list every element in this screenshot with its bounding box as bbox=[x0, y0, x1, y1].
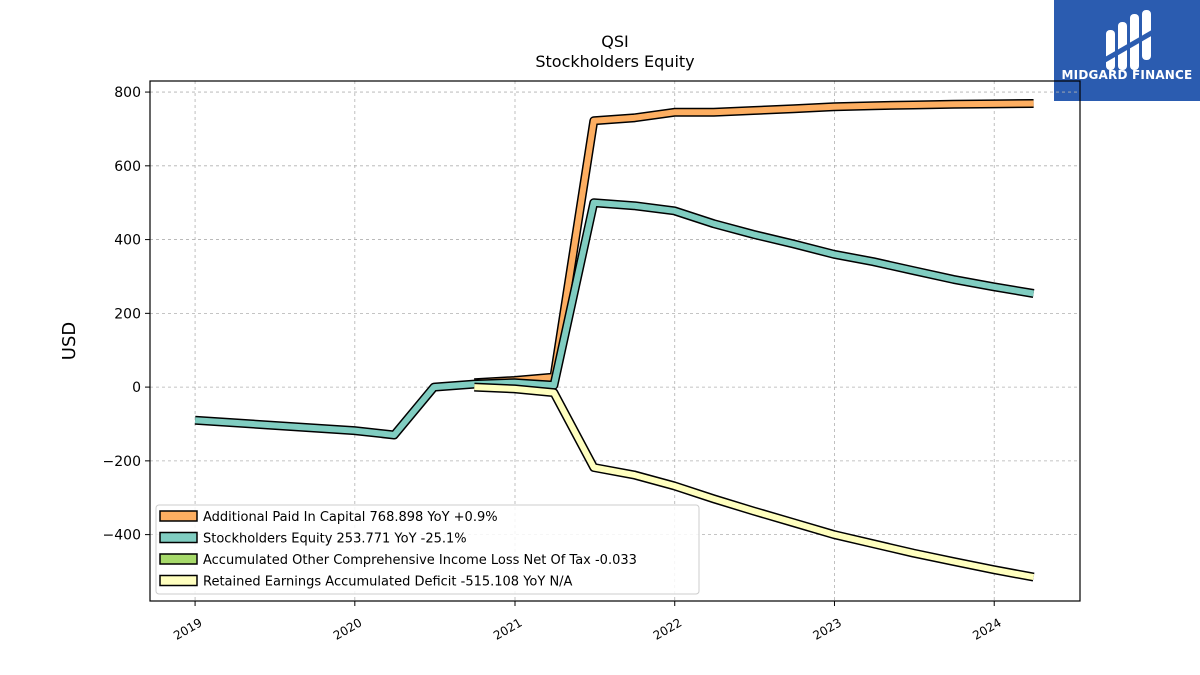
x-tick-label: 2024 bbox=[970, 615, 1003, 642]
y-tick-label: 800 bbox=[114, 85, 141, 101]
y-tick-label: −200 bbox=[103, 454, 141, 470]
x-axis: 2019 2020 2021 2022 2023 2024 bbox=[171, 601, 1004, 643]
legend-label: Stockholders Equity 253.771 YoY -25.1% bbox=[203, 532, 467, 547]
legend-label: Accumulated Other Comprehensive Income L… bbox=[203, 553, 637, 568]
midgard-logo-icon bbox=[1102, 10, 1154, 70]
legend-swatch bbox=[159, 531, 198, 544]
grid bbox=[150, 81, 1080, 601]
series-line bbox=[474, 384, 1035, 581]
legend-label: Additional Paid In Capital 768.898 YoY +… bbox=[203, 510, 498, 525]
y-tick-label: 600 bbox=[114, 159, 141, 175]
y-axis-label: USD bbox=[59, 322, 80, 360]
legend-swatch bbox=[159, 510, 198, 522]
chart-title-main: QSI bbox=[601, 32, 629, 51]
brand-name: MIDGARD FINANCE bbox=[1061, 68, 1193, 82]
y-tick-label: −400 bbox=[103, 528, 141, 544]
x-tick-label: 2019 bbox=[171, 615, 204, 642]
y-tick-label: 200 bbox=[114, 306, 141, 322]
x-tick-label: 2021 bbox=[491, 615, 524, 642]
legend: Additional Paid In Capital 768.898 YoY +… bbox=[155, 504, 700, 595]
legend-swatch bbox=[159, 574, 198, 587]
x-tick-label: 2020 bbox=[331, 615, 364, 642]
x-tick-label: 2022 bbox=[651, 615, 684, 642]
series-line bbox=[194, 199, 1035, 438]
brand-logo: MIDGARD FINANCE bbox=[1054, 0, 1200, 101]
series-outline bbox=[194, 198, 1035, 440]
legend-label: Retained Earnings Accumulated Deficit -5… bbox=[203, 575, 573, 590]
legend-swatch bbox=[159, 553, 198, 565]
chart-subtitle: Stockholders Equity bbox=[535, 52, 695, 71]
series-line bbox=[474, 100, 1034, 386]
series-lines bbox=[194, 99, 1035, 582]
chart-title: QSI Stockholders Equity bbox=[0, 32, 1200, 72]
y-tick-label: 400 bbox=[114, 233, 141, 249]
plot-frame bbox=[149, 80, 1081, 602]
y-tick-label: 0 bbox=[132, 380, 141, 396]
x-tick-label: 2023 bbox=[811, 615, 844, 642]
legend-box bbox=[155, 504, 700, 595]
y-axis: 800 600 400 200 0 −200 −400 bbox=[103, 85, 150, 544]
